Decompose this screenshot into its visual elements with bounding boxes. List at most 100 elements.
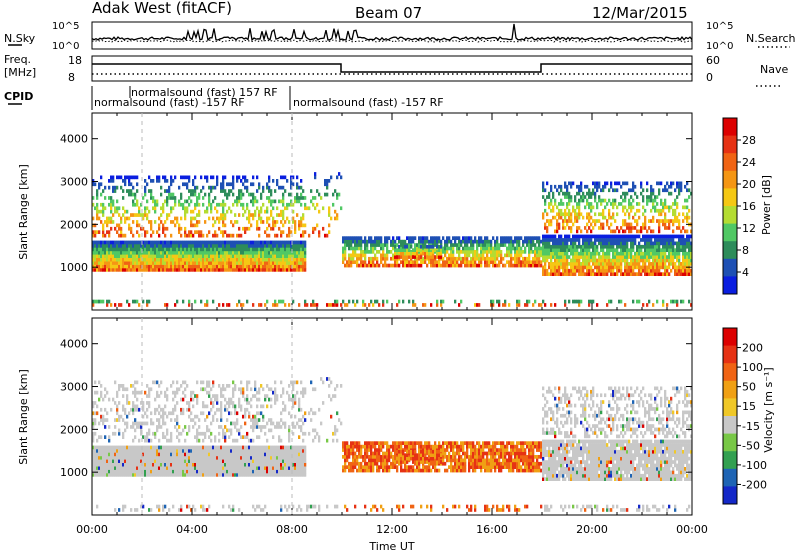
echo-cell <box>564 262 567 266</box>
echo-cell <box>600 255 603 259</box>
echo-cell <box>158 247 161 252</box>
echo-cell <box>562 222 565 227</box>
echo-cell <box>192 397 195 402</box>
echo-cell <box>336 216 339 221</box>
echo-cell <box>120 185 123 190</box>
echo-cell <box>638 262 641 266</box>
echo-cell <box>648 226 651 230</box>
echo-cell <box>172 390 175 395</box>
echo-cell <box>574 198 577 203</box>
echo-cell <box>350 239 353 244</box>
echo-cell <box>104 459 107 463</box>
echo-cell <box>168 455 171 460</box>
echo-cell <box>620 238 623 242</box>
echo-cell <box>452 256 455 261</box>
echo-cell <box>162 411 165 416</box>
echo-cell <box>620 262 623 266</box>
echo-cell <box>638 258 641 263</box>
echo-cell <box>192 223 195 228</box>
echo-cell <box>552 255 555 259</box>
echo-cell <box>610 181 613 186</box>
echo-cell <box>568 299 571 304</box>
echo-cell <box>110 445 113 450</box>
echo-cell <box>184 268 187 272</box>
echo-cell <box>136 213 139 217</box>
echo-cell <box>266 196 269 200</box>
echo-cell <box>156 445 159 450</box>
echo-cell <box>110 196 113 200</box>
echo-cell <box>94 462 97 467</box>
echo-cell <box>162 206 165 211</box>
echo-cell <box>218 240 221 245</box>
echo-cell <box>188 401 191 405</box>
echo-cell <box>260 206 263 211</box>
echo-cell <box>288 202 291 207</box>
echo-cell <box>92 418 95 422</box>
echo-cell <box>122 508 125 512</box>
echo-cell <box>582 244 585 249</box>
echo-cell <box>334 216 337 221</box>
echo-cell <box>666 258 669 263</box>
echo-cell <box>94 299 97 304</box>
echo-cell <box>570 184 573 189</box>
echo-cell <box>208 466 211 470</box>
echo-cell <box>358 256 361 261</box>
echo-cell <box>640 248 643 252</box>
echo-cell <box>498 253 501 258</box>
echo-cell <box>634 238 637 242</box>
echo-cell <box>342 236 345 240</box>
echo-cell <box>116 268 119 272</box>
echo-cell <box>652 205 655 210</box>
echo-cell <box>608 208 611 213</box>
echo-cell <box>134 394 137 398</box>
echo-cell <box>600 258 603 263</box>
echo-cell <box>546 241 549 246</box>
echo-cell <box>184 230 187 234</box>
echo-cell <box>174 469 177 474</box>
echo-cell <box>328 209 331 214</box>
echo-cell <box>574 299 577 304</box>
echo-cell <box>120 240 123 245</box>
echo-cell <box>254 240 257 245</box>
echo-cell <box>138 268 141 272</box>
echo-cell <box>222 223 225 228</box>
echo-cell <box>150 196 153 200</box>
echo-cell <box>526 263 529 268</box>
echo-cell <box>144 261 147 265</box>
echo-cell <box>598 181 601 186</box>
echo-cell <box>426 263 429 268</box>
echo-cell <box>114 459 117 463</box>
echo-cell <box>206 469 209 474</box>
echo-cell <box>650 248 653 252</box>
echo-cell <box>140 473 143 477</box>
echo-cell <box>468 260 471 264</box>
echo-cell <box>392 243 395 247</box>
echo-cell <box>246 179 249 183</box>
echo-cell <box>260 257 263 262</box>
echo-cell <box>292 175 295 180</box>
echo-cell <box>348 239 351 244</box>
echo-cell <box>586 265 589 270</box>
echo-cell <box>458 263 461 268</box>
echo-cell <box>434 255 437 259</box>
echo-cell <box>160 414 163 419</box>
echo-cell <box>566 195 569 199</box>
echo-cell <box>114 303 117 307</box>
echo-cell <box>364 256 367 261</box>
echo-cell <box>122 418 125 422</box>
echo-cell <box>98 185 101 190</box>
echo-cell <box>140 445 143 450</box>
echo-cell <box>196 473 199 477</box>
echo-cell <box>236 240 239 245</box>
echo-cell <box>120 303 123 307</box>
echo-cell <box>144 250 147 255</box>
echo-cell <box>630 241 633 246</box>
echo-cell <box>276 182 279 187</box>
echo-cell <box>586 244 589 249</box>
echo-cell <box>208 459 211 463</box>
echo-cell <box>198 268 201 272</box>
echo-cell <box>324 182 327 187</box>
echo-cell <box>552 238 555 242</box>
echo-cell <box>200 462 203 467</box>
echo-cell <box>438 251 441 256</box>
